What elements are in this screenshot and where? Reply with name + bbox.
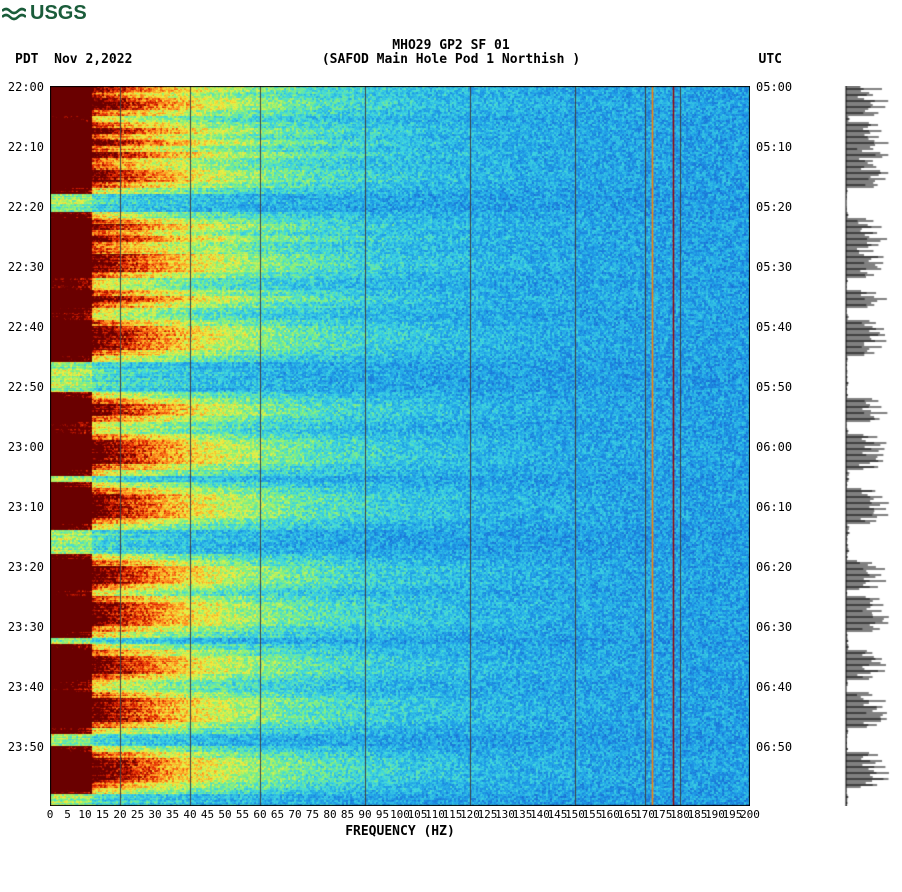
right-tz-label: UTC — [759, 52, 782, 67]
y-right-tick: 06:40 — [756, 680, 792, 694]
y-left-tick: 22:30 — [8, 260, 44, 274]
x-tick: 35 — [166, 808, 179, 821]
amplitude-trace — [842, 86, 892, 806]
x-tick: 15 — [96, 808, 109, 821]
x-tick: 10 — [78, 808, 91, 821]
x-tick: 85 — [341, 808, 354, 821]
y-left-tick: 22:20 — [8, 200, 44, 214]
y-left-tick: 23:10 — [8, 500, 44, 514]
y-left-tick: 23:30 — [8, 620, 44, 634]
y-right-tick: 06:50 — [756, 740, 792, 754]
y-left-tick: 22:50 — [8, 380, 44, 394]
y-right-tick: 05:20 — [756, 200, 792, 214]
x-tick: 40 — [183, 808, 196, 821]
usgs-logo: USGS — [2, 2, 87, 25]
left-tz-label: PDT Nov 2,2022 — [15, 52, 132, 67]
y-right-tick: 06:00 — [756, 440, 792, 454]
y-axis-right: 05:0005:1005:2005:3005:4005:5006:0006:10… — [752, 86, 802, 806]
wave-icon — [2, 5, 26, 23]
x-tick: 70 — [288, 808, 301, 821]
y-left-tick: 23:50 — [8, 740, 44, 754]
y-left-tick: 23:40 — [8, 680, 44, 694]
y-right-tick: 05:10 — [756, 140, 792, 154]
x-tick: 65 — [271, 808, 284, 821]
x-tick: 95 — [376, 808, 389, 821]
x-tick: 45 — [201, 808, 214, 821]
x-tick: 60 — [253, 808, 266, 821]
x-tick: 75 — [306, 808, 319, 821]
spectrogram-canvas — [50, 86, 750, 806]
y-right-tick: 05:30 — [756, 260, 792, 274]
y-right-tick: 05:50 — [756, 380, 792, 394]
y-right-tick: 05:40 — [756, 320, 792, 334]
x-tick: 5 — [64, 808, 71, 821]
spectrogram-plot — [50, 86, 750, 806]
x-tick: 25 — [131, 808, 144, 821]
x-tick: 50 — [218, 808, 231, 821]
x-tick: 90 — [358, 808, 371, 821]
x-tick: 55 — [236, 808, 249, 821]
y-right-tick: 06:30 — [756, 620, 792, 634]
x-tick: 0 — [47, 808, 54, 821]
y-left-tick: 22:10 — [8, 140, 44, 154]
left-tz: PDT — [15, 52, 38, 67]
trace-canvas — [842, 86, 892, 806]
x-tick: 80 — [323, 808, 336, 821]
logo-text: USGS — [30, 2, 87, 25]
x-axis-label: FREQUENCY (HZ) — [50, 824, 750, 839]
y-right-tick: 05:00 — [756, 80, 792, 94]
y-left-tick: 23:20 — [8, 560, 44, 574]
plot-title-id: MHO29 GP2 SF 01 — [0, 38, 902, 53]
y-axis-left: 22:0022:1022:2022:3022:4022:5023:0023:10… — [0, 86, 48, 806]
y-left-tick: 22:40 — [8, 320, 44, 334]
y-left-tick: 22:00 — [8, 80, 44, 94]
x-tick: 20 — [113, 808, 126, 821]
y-right-tick: 06:10 — [756, 500, 792, 514]
x-tick: 200 — [740, 808, 760, 821]
y-left-tick: 23:00 — [8, 440, 44, 454]
x-tick: 30 — [148, 808, 161, 821]
y-right-tick: 06:20 — [756, 560, 792, 574]
date-text: Nov 2,2022 — [54, 52, 132, 67]
